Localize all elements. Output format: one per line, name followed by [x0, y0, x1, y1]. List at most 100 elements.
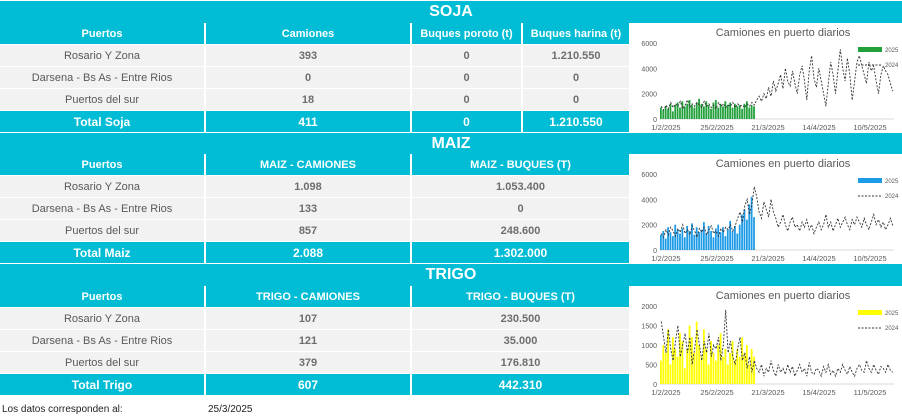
bar-2025: [670, 365, 672, 385]
chart-title: Camiones en puerto diarios: [716, 290, 851, 302]
trigo-header-row: Puertos TRIGO - CAMIONES TRIGO - BUQUES …: [0, 286, 630, 308]
ships-value: 248.600: [411, 220, 630, 242]
maiz-header-row: Puertos MAIZ - CAMIONES MAIZ - BUQUES (T…: [0, 154, 630, 176]
y-tick-label: 6000: [641, 172, 657, 179]
bar-2025: [693, 108, 695, 119]
x-tick-label: 14/4/2025: [802, 123, 835, 132]
maiz-total-row: Total Maiz 2.088 1.302.000: [0, 242, 630, 264]
bar-2025: [724, 101, 726, 119]
x-tick-label: 21/3/2025: [751, 123, 784, 132]
bar-2025: [672, 111, 674, 119]
chart-title: Camiones en puerto diarios: [716, 158, 851, 170]
bar-2025: [703, 329, 705, 384]
column-header: Buques harina (t): [522, 23, 630, 45]
column-header: TRIGO - BUQUES (T): [411, 286, 630, 308]
meal-ships-value: 0: [522, 67, 630, 89]
bar-2025: [751, 105, 753, 119]
column-header: Puertos: [0, 23, 205, 45]
maiz-section-title: MAIZ: [0, 133, 902, 155]
bar-2025: [701, 230, 703, 250]
total-label: Total Maiz: [0, 242, 205, 264]
bar-2025: [698, 345, 700, 384]
bar-2025: [705, 234, 707, 250]
table-row: Darsena - Bs As - Entre Rios 133 0: [0, 198, 630, 220]
bar-2025: [667, 227, 669, 250]
chart-svg: Camiones en puerto diarios 0 500 1000 1500 20…: [630, 286, 902, 398]
x-tick-label: 15/4/2025: [802, 388, 835, 397]
bar-2025: [732, 231, 734, 250]
port-name: Rosario Y Zona: [0, 308, 205, 330]
total-trucks: 2.088: [205, 242, 411, 264]
x-tick-label: 10/5/2025: [853, 254, 886, 263]
bar-2025: [662, 345, 664, 384]
x-tick-label: 1/2/2025: [651, 123, 680, 132]
y-tick-label: 2000: [641, 92, 657, 99]
trucks-value: 107: [205, 308, 411, 330]
bar-2025: [679, 234, 681, 250]
bean-ships-value: 0: [411, 67, 522, 89]
bar-2025: [665, 106, 667, 119]
legend-label-2025: 2025: [885, 179, 899, 185]
bar-2025: [751, 197, 753, 250]
bar-2025: [715, 100, 717, 119]
bar-2025: [713, 237, 715, 250]
bar-2025: [662, 231, 664, 250]
bean-ships-value: 0: [411, 45, 522, 67]
bar-2025: [691, 223, 693, 250]
table-row: Puertos del sur 18 0 0: [0, 89, 630, 111]
bar-2025: [684, 237, 686, 250]
bar-2025: [686, 349, 688, 384]
bar-2025: [739, 357, 741, 384]
ships-value: 1.053.400: [411, 176, 630, 198]
trucks-value: 379: [205, 352, 411, 374]
bar-2025: [691, 105, 693, 119]
bar-2025: [660, 361, 662, 384]
chart-title: Camiones en puerto diarios: [716, 27, 851, 39]
trigo-trucks-chart: Camiones en puerto diarios 0 500 1000 1500 20…: [630, 286, 902, 398]
bar-2025: [686, 104, 688, 119]
bar-2025: [753, 106, 755, 119]
bar-2025: [705, 349, 707, 384]
bar-2025: [672, 236, 674, 250]
trigo-section-title: TRIGO: [0, 264, 902, 286]
total-label: Total Soja: [0, 111, 205, 133]
trucks-value: 857: [205, 220, 411, 242]
bar-2025: [734, 226, 736, 250]
bar-2025: [748, 204, 750, 250]
legend-label-2024: 2024: [885, 194, 899, 200]
maiz-table: Puertos MAIZ - CAMIONES MAIZ - BUQUES (T…: [0, 154, 631, 264]
bar-2025: [703, 222, 705, 250]
bar-2025: [727, 105, 729, 119]
bar-2025: [665, 353, 667, 384]
bar-2025: [681, 101, 683, 119]
bar-2025: [677, 357, 679, 384]
bar-2025: [739, 105, 741, 119]
y-tick-label: 4000: [641, 197, 657, 204]
x-tick-label: 1/2/2025: [651, 388, 680, 397]
y-tick-label: 4000: [641, 66, 657, 73]
legend-swatch-2025: [858, 47, 882, 52]
bar-2025: [727, 365, 729, 385]
bar-2025: [693, 235, 695, 250]
bar-2025: [748, 365, 750, 385]
bar-2025: [667, 109, 669, 119]
bar-2025: [720, 104, 722, 119]
soja-total-row: Total Soja 411 0 1.210.550: [0, 111, 630, 133]
line-2024: [661, 49, 893, 110]
y-tick-label: 2000: [641, 223, 657, 230]
bar-2025: [720, 232, 722, 250]
column-header: TRIGO - CAMIONES: [205, 286, 411, 308]
bar-2025: [710, 231, 712, 250]
x-tick-label: 21/3/2025: [751, 388, 784, 397]
chart-svg: Camiones en puerto diarios 0 2000 4000 6000 1…: [630, 23, 902, 133]
bar-2025: [689, 100, 691, 119]
bar-2025: [708, 105, 710, 119]
legend-label-2025: 2025: [885, 311, 899, 317]
table-row: Rosario Y Zona 393 0 1.210.550: [0, 45, 630, 67]
y-tick-label: 2000: [641, 304, 657, 311]
bar-2025: [748, 108, 750, 119]
ships-value: 0: [411, 198, 630, 220]
bar-2025: [732, 341, 734, 384]
port-name: Puertos del sur: [0, 89, 205, 111]
column-header: Puertos: [0, 286, 205, 308]
